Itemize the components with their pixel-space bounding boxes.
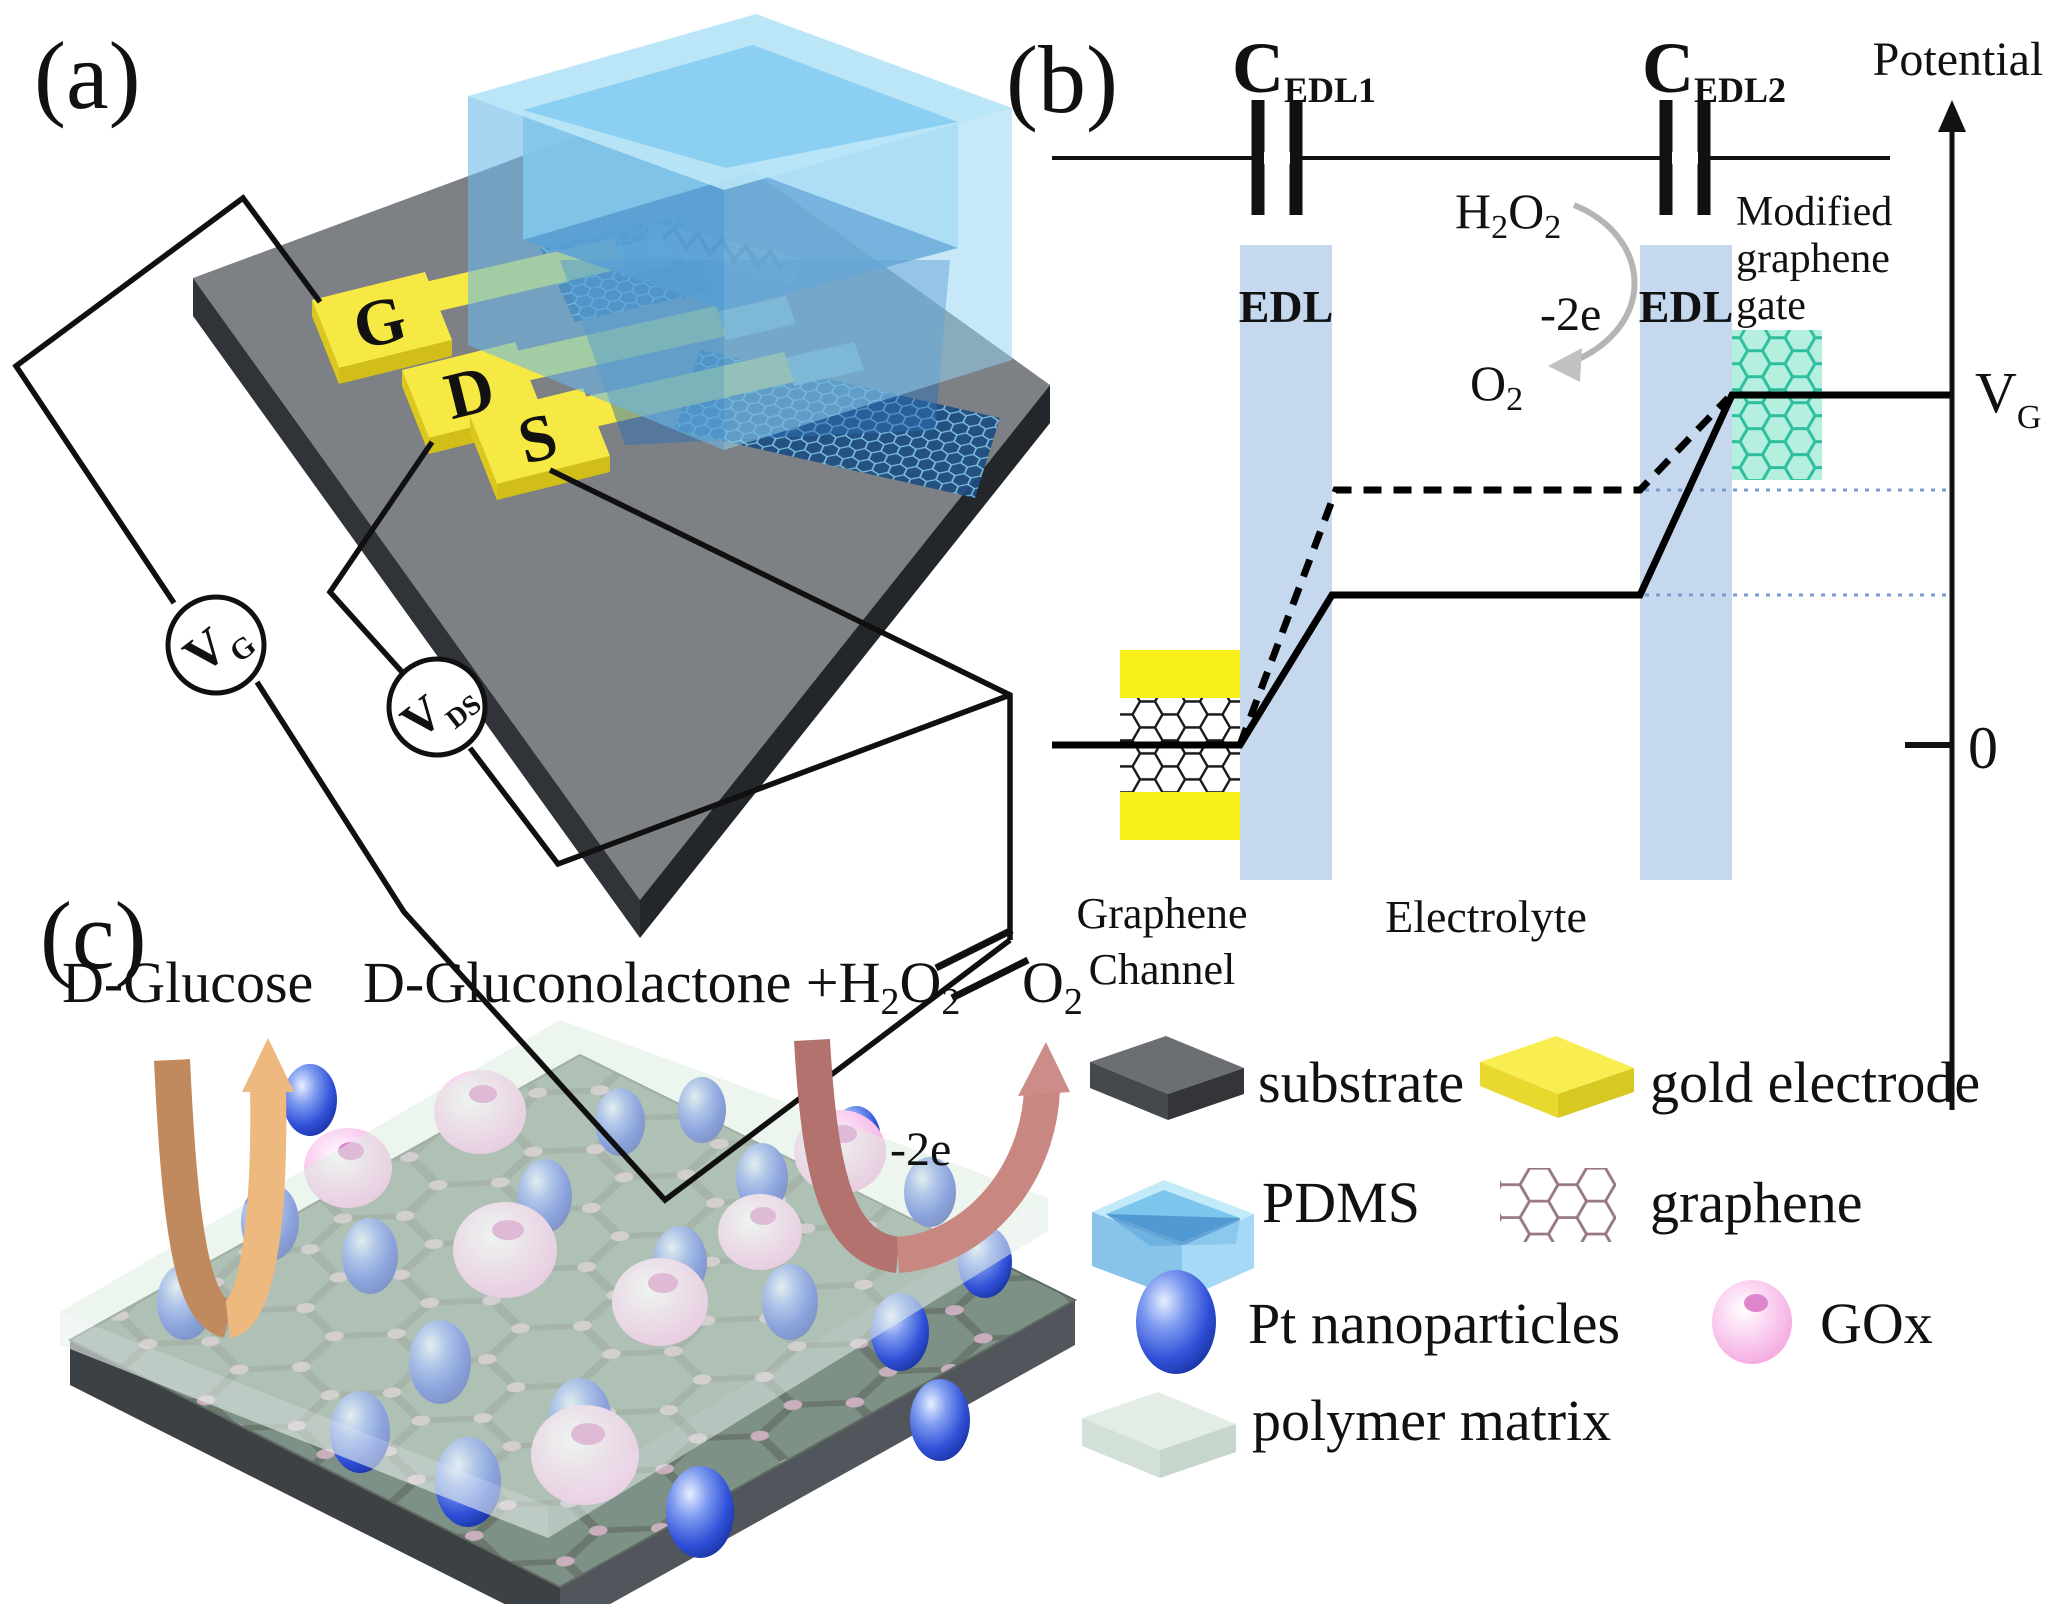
o2-arrow-up: [896, 1088, 1060, 1273]
slab-side-left: [70, 1340, 560, 1604]
gluconolactone-arrowhead: [242, 1038, 294, 1092]
ground-slash-1: [934, 926, 1014, 972]
wire-gate: [12, 194, 323, 605]
gluconolactone-arrow-up: [222, 1084, 287, 1338]
modified-gate-label-2: graphene: [1736, 236, 1890, 282]
svg-text:O2: O2: [1470, 355, 1523, 418]
cap1-label: C: [1232, 28, 1284, 108]
o2-arrowhead: [1018, 1042, 1070, 1096]
legend-gox-label: GOx: [1820, 1291, 1933, 1356]
wire-vds-return: [467, 692, 1011, 868]
legend-gold-label: gold electrode: [1650, 1050, 1980, 1115]
vg-meter: VG: [165, 594, 267, 696]
capacitor-edl2-icon: [1659, 100, 1711, 215]
legend-polymer-label: polymer matrix: [1252, 1388, 1611, 1453]
capacitor-edl1-icon: [1251, 100, 1303, 215]
electrode-pad-g: G: [312, 272, 452, 384]
svg-text:CEDL1: CEDL1: [1232, 28, 1376, 110]
substrate-slab-side-right: [640, 385, 1050, 938]
potential-curve-dashed: [1236, 395, 1731, 747]
reaction-arrowhead: [1548, 348, 1582, 382]
electrolyte-label: Electrolyte: [1385, 891, 1587, 942]
legend-graphene-icon: [1500, 1168, 1616, 1242]
h2o2-arrow-down: [794, 1038, 902, 1273]
polymer-matrix-edge-right: [548, 1198, 1048, 1538]
o2-label-c: O: [1022, 950, 1064, 1015]
graphene-channel-label-2: Channel: [1089, 945, 1236, 994]
panel-c-annotations: (c) D-Glucose D-Gluconolactone +H2O2 O2 …: [40, 882, 1083, 1338]
vg-level-label: V: [1975, 360, 2017, 425]
potential-axis-arrowhead: [1938, 100, 1966, 132]
zero-label: 0: [1968, 715, 1998, 781]
wire-source: [548, 467, 1013, 940]
potential-curve-solid: [1052, 391, 1950, 749]
pdms-well: [468, 14, 1012, 450]
edl2-label: EDL: [1639, 281, 1734, 332]
legend-gox-icon: [1712, 1280, 1792, 1364]
reaction-arrow: [1570, 202, 1638, 365]
pdms-wall-right: [724, 108, 1012, 450]
modified-gate-block: [1732, 330, 1822, 480]
h2o2-label: H: [1455, 183, 1491, 239]
panel-a-device: G D S: [12, 14, 1050, 1204]
legend-pdms-label: PDMS: [1262, 1170, 1420, 1235]
legend-pt-label: Pt nanoparticles: [1248, 1291, 1620, 1356]
wire-drain: [326, 440, 435, 674]
glucose-arrow-down: [154, 1059, 234, 1338]
pdms-wall-left: [468, 96, 724, 450]
panel-b-diagram: (b) CEDL1 CEDL2 EDL EDL Modified: [1006, 26, 2043, 1110]
legend-gold-icon: [1480, 1036, 1634, 1118]
legend-substrate-label: substrate: [1258, 1050, 1464, 1115]
legend-substrate-icon: [1090, 1036, 1244, 1120]
minus-2e-label-b: -2e: [1540, 288, 1601, 341]
vds-meter: VDS: [386, 656, 488, 758]
circuit-wires: [12, 194, 1030, 1204]
panel-b-label: (b): [1006, 26, 1118, 133]
potential-axis-label: Potential: [1873, 33, 2044, 86]
wire-vg-return: [254, 680, 1012, 1204]
svg-text:O2: O2: [1022, 950, 1083, 1023]
svg-text:H2O2: H2O2: [1455, 183, 1561, 246]
legend-graphene-label: graphene: [1650, 1170, 1863, 1235]
o2-label-b: O: [1470, 355, 1506, 411]
edl1-label: EDL: [1239, 281, 1334, 332]
graphene-channel-label-1: Graphene: [1076, 889, 1247, 938]
panel-c-label: (c): [40, 882, 147, 989]
pdms-rim-mouth: [523, 45, 958, 168]
svg-text:D-Gluconolactone +H2O2: D-Gluconolactone +H2O2: [363, 950, 960, 1023]
legend-polymer-icon: [1082, 1392, 1236, 1478]
d-glucose-label: D-Glucose: [62, 950, 313, 1015]
polymer-matrix-edge-left: [60, 1312, 548, 1538]
cap2-label: C: [1642, 28, 1694, 108]
ground-slash-2: [950, 956, 1030, 1002]
edl-bar-1: [1240, 245, 1332, 880]
legend: substrate gold electrode PDMS graphene P…: [1082, 1036, 1980, 1478]
polymer-matrix-layer: [60, 1020, 1048, 1505]
substrate-slab-side-left: [193, 278, 640, 938]
svg-text:CEDL2: CEDL2: [1642, 28, 1786, 110]
legend-pdms-icon: [1092, 1180, 1254, 1300]
panel-a-label: (a): [34, 22, 141, 129]
modified-gate-label-3: gate: [1736, 283, 1806, 329]
modified-gate-label-1: Modified: [1736, 189, 1892, 235]
svg-text:VG: VG: [1975, 360, 2041, 436]
legend-pt-icon: [1136, 1270, 1216, 1374]
minus-2e-label-c: -2e: [890, 1123, 951, 1176]
electrode-pad-s: S: [470, 388, 610, 500]
product-label: D-Gluconolactone +H: [363, 950, 881, 1015]
